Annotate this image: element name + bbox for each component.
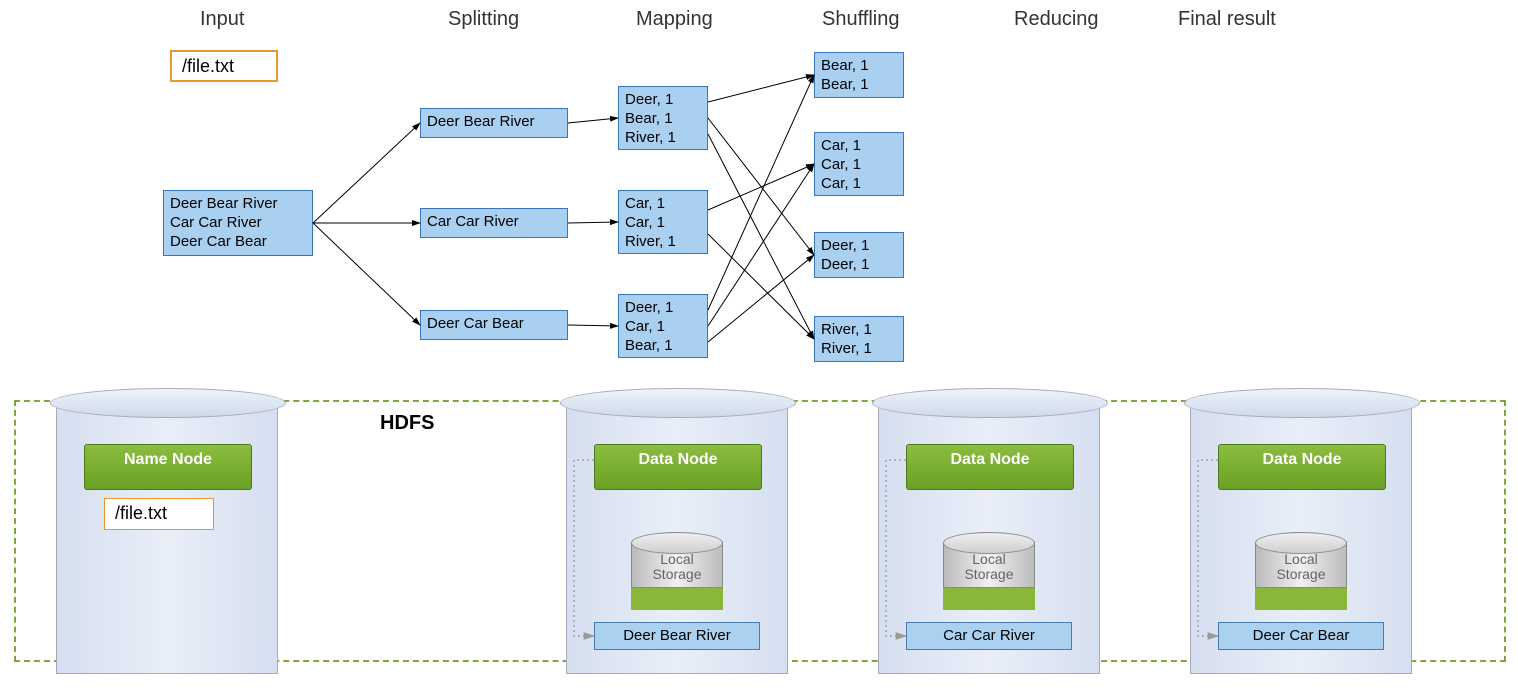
split-file-card: Deer Car Bear <box>1218 622 1384 650</box>
stage-splitting-label: Splitting <box>448 8 519 31</box>
local-storage-icon: LocalStorage <box>1255 532 1347 610</box>
map-box-0: Deer, 1 Bear, 1 River, 1 <box>618 86 708 150</box>
hdfs-title: HDFS <box>380 412 434 435</box>
stage-input-label: Input <box>200 8 244 31</box>
split-box-0: Deer Bear River <box>420 108 568 138</box>
shuffle-box-1: Car, 1 Car, 1 Car, 1 <box>814 132 904 196</box>
shuffle-box-2: Deer, 1 Deer, 1 <box>814 232 904 278</box>
name-node <box>56 402 278 674</box>
node-label: Data Node <box>906 444 1074 490</box>
shuffle-box-0: Bear, 1 Bear, 1 <box>814 52 904 98</box>
node-label: Data Node <box>594 444 762 490</box>
stage-reducing-label: Reducing <box>1014 8 1099 31</box>
local-storage-icon: LocalStorage <box>943 532 1035 610</box>
diagram-root: Input Splitting Mapping Shuffling Reduci… <box>0 0 1518 690</box>
input-file-box: /file.txt <box>170 50 278 82</box>
split-file-card: Car Car River <box>906 622 1072 650</box>
stage-final-label: Final result <box>1178 8 1276 31</box>
map-box-2: Deer, 1 Car, 1 Bear, 1 <box>618 294 708 358</box>
local-storage-icon: LocalStorage <box>631 532 723 610</box>
stage-mapping-label: Mapping <box>636 8 713 31</box>
shuffle-box-3: River, 1 River, 1 <box>814 316 904 362</box>
map-box-1: Car, 1 Car, 1 River, 1 <box>618 190 708 254</box>
node-label: Data Node <box>1218 444 1386 490</box>
split-box-1: Car Car River <box>420 208 568 238</box>
split-box-2: Deer Car Bear <box>420 310 568 340</box>
input-content-box: Deer Bear River Car Car River Deer Car B… <box>163 190 313 256</box>
namenode-file-card: /file.txt <box>104 498 214 530</box>
split-file-card: Deer Bear River <box>594 622 760 650</box>
node-label: Name Node <box>84 444 252 490</box>
stage-shuffling-label: Shuffling <box>822 8 899 31</box>
